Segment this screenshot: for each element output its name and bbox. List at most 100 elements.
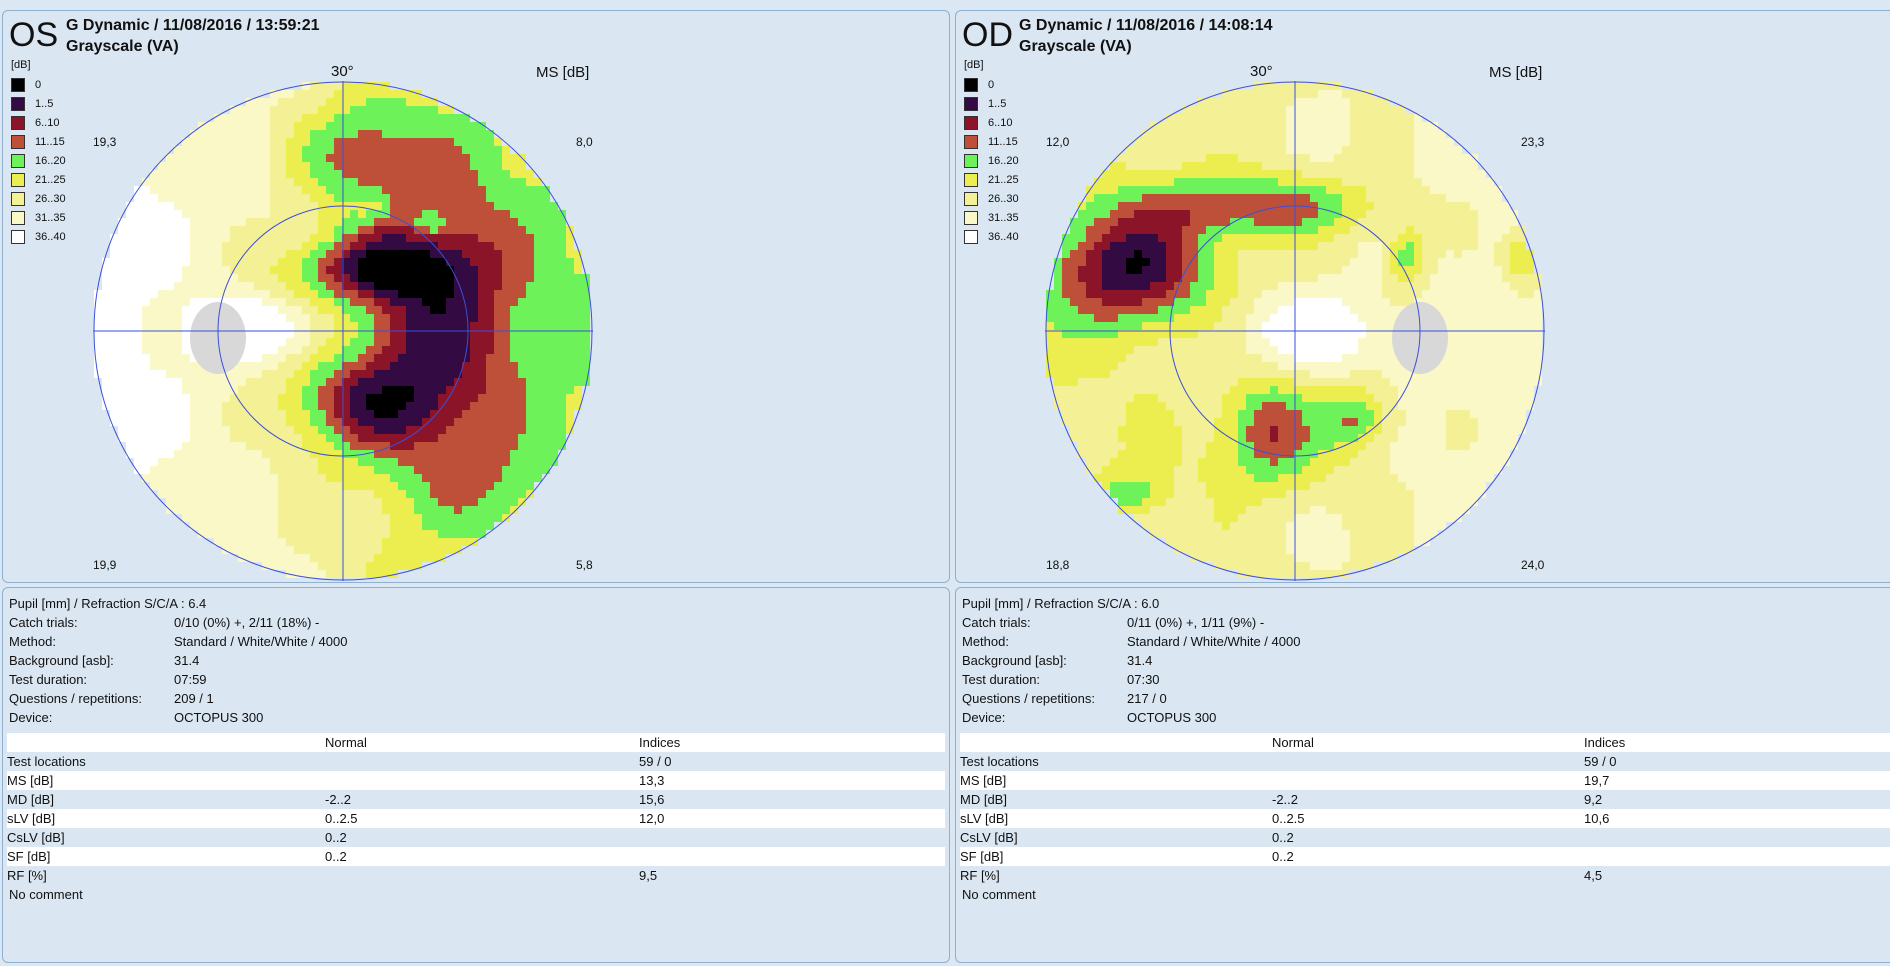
table-cell-normal: 0..2 <box>1272 830 1294 845</box>
info-key: Method: <box>9 634 56 649</box>
table-cell-index: 10,6 <box>1584 811 1610 826</box>
legend-swatch <box>11 134 25 149</box>
eccentricity-label: 30° <box>1250 63 1273 80</box>
table-cell-label: CsLV [dB] <box>7 830 65 845</box>
info-key: Pupil [mm] / Refraction S/C/A : <box>962 596 1138 611</box>
legend-item: 1..5 <box>11 94 66 113</box>
legend-title: [dB] <box>11 59 31 71</box>
table-row: MS [dB] 19,7 <box>960 771 1890 790</box>
table-cell-normal: 0..2.5 <box>1272 811 1305 826</box>
info-value: 31.4 <box>174 653 200 668</box>
table-cell-label: SF [dB] <box>7 849 51 864</box>
quadrant-ms-top-right: 23,3 <box>1521 135 1545 149</box>
table-cell-normal: -2..2 <box>325 792 352 807</box>
visual-field-grayscale-map <box>93 81 593 581</box>
table-cell-label: sLV [dB] <box>7 811 56 826</box>
legend-item: 21..25 <box>11 170 66 189</box>
info-value: OCTOPUS 300 <box>174 710 264 725</box>
info-row-background: Background [asb]: 31.4 <box>9 651 347 670</box>
table-row: CsLV [dB] 0..2 <box>7 828 945 847</box>
eye-label: OD <box>962 16 1013 54</box>
legend-label: 11..15 <box>35 135 65 148</box>
table-cell-normal: 0..2 <box>325 849 347 864</box>
table-header-row: Normal Indices <box>7 733 945 752</box>
info-row-device: Device: OCTOPUS 300 <box>962 708 1300 727</box>
legend-label: 31..35 <box>988 211 1019 224</box>
quadrant-ms-top-left: 12,0 <box>1046 135 1070 149</box>
table-cell-label: SF [dB] <box>960 849 1004 864</box>
legend-swatch <box>964 134 978 149</box>
info-key: Test duration: <box>962 672 1041 687</box>
legend-item: 26..30 <box>11 189 66 208</box>
info-value: 07:59 <box>174 672 207 687</box>
legend-label: 16..20 <box>35 154 66 167</box>
info-value: 31.4 <box>1127 653 1153 668</box>
info-row-pupil: Pupil [mm] / Refraction S/C/A : 6.4 <box>9 594 347 613</box>
table-row: MD [dB] -2..2 9,2 <box>960 790 1890 809</box>
legend-swatch <box>11 115 25 130</box>
info-row-method: Method: Standard / White/White / 4000 <box>9 632 347 651</box>
table-cell-label: MD [dB] <box>960 792 1007 807</box>
table-cell-normal: 0..2.5 <box>325 811 358 826</box>
legend: 0 1..5 6..10 11..15 16..20 21..25 26..30 31..35… <box>964 75 1019 246</box>
eccentricity-label: 30° <box>331 63 354 80</box>
info-key: Device: <box>962 710 1006 725</box>
table-cell-normal: -2..2 <box>1272 792 1299 807</box>
legend-swatch <box>964 172 978 187</box>
table-cell-index: 13,3 <box>639 773 665 788</box>
legend-item: 36..40 <box>964 227 1019 246</box>
table-cell-index: 19,7 <box>1584 773 1610 788</box>
table-cell-normal <box>1272 866 1584 885</box>
legend-item: 26..30 <box>964 189 1019 208</box>
test-subtitle: Grayscale (VA) <box>1019 38 1132 55</box>
legend-label: 6..10 <box>35 116 60 129</box>
table-row: MD [dB] -2..2 15,6 <box>7 790 945 809</box>
table-cell-label: sLV [dB] <box>960 811 1009 826</box>
legend-swatch <box>11 96 25 111</box>
table-cell-index: 4,5 <box>1584 868 1603 883</box>
legend-label: 1..5 <box>35 97 54 110</box>
table-cell-label: MS [dB] <box>7 773 54 788</box>
table-cell-index: 59 / 0 <box>1584 754 1617 769</box>
info-row-questions: Questions / repetitions: 217 / 0 <box>962 689 1300 708</box>
info-key: Background [asb]: <box>9 653 114 668</box>
eye-label: OS <box>9 16 59 54</box>
field-cells <box>1046 82 1542 578</box>
legend-label: 1..5 <box>988 97 1007 110</box>
table-cell-index: 59 / 0 <box>639 754 672 769</box>
table-cell-index: 9,2 <box>1584 792 1603 807</box>
legend-label: 21..25 <box>988 173 1019 186</box>
table-cell-normal <box>1272 771 1584 790</box>
od-field-panel: OD G Dynamic / 11/08/2016 / 14:08:14 Gra… <box>955 10 1890 583</box>
info-value: 209 / 1 <box>174 691 214 706</box>
info-key: Test duration: <box>9 672 88 687</box>
table-cell-normal <box>1272 752 1584 771</box>
legend-item: 11..15 <box>964 132 1019 151</box>
info-key: Method: <box>962 634 1009 649</box>
legend-item: 16..20 <box>11 151 66 170</box>
table-row: SF [dB] 0..2 <box>7 847 945 866</box>
comment-text: No comment <box>9 887 83 902</box>
legend-label: 26..30 <box>35 192 66 205</box>
visual-field-grayscale-map <box>1045 81 1545 581</box>
info-value: 0/11 (0%) +, 1/11 (9%) - <box>1127 615 1265 630</box>
table-cell-label: RF [%] <box>7 868 47 883</box>
table-row: MS [dB] 13,3 <box>7 771 945 790</box>
legend-item: 1..5 <box>964 94 1019 113</box>
legend-item: 31..35 <box>964 208 1019 227</box>
quadrant-ms-top-right: 8,0 <box>576 135 593 149</box>
info-row-method: Method: Standard / White/White / 4000 <box>962 632 1300 651</box>
table-header-normal: Normal <box>325 735 367 750</box>
table-header-normal: Normal <box>1272 735 1314 750</box>
legend-item: 0 <box>964 75 1019 94</box>
table-header-row: Normal Indices <box>960 733 1890 752</box>
test-parameters: Pupil [mm] / Refraction S/C/A : 6.4 Catc… <box>9 594 347 727</box>
legend-swatch <box>11 77 25 92</box>
table-row: CsLV [dB] 0..2 <box>960 828 1890 847</box>
legend-swatch <box>11 153 25 168</box>
info-key: Questions / repetitions: <box>9 691 142 706</box>
info-value: 07:30 <box>1127 672 1160 687</box>
table-cell-index: 12,0 <box>639 811 665 826</box>
legend-label: 6..10 <box>988 116 1013 129</box>
info-key: Catch trials: <box>9 615 78 630</box>
